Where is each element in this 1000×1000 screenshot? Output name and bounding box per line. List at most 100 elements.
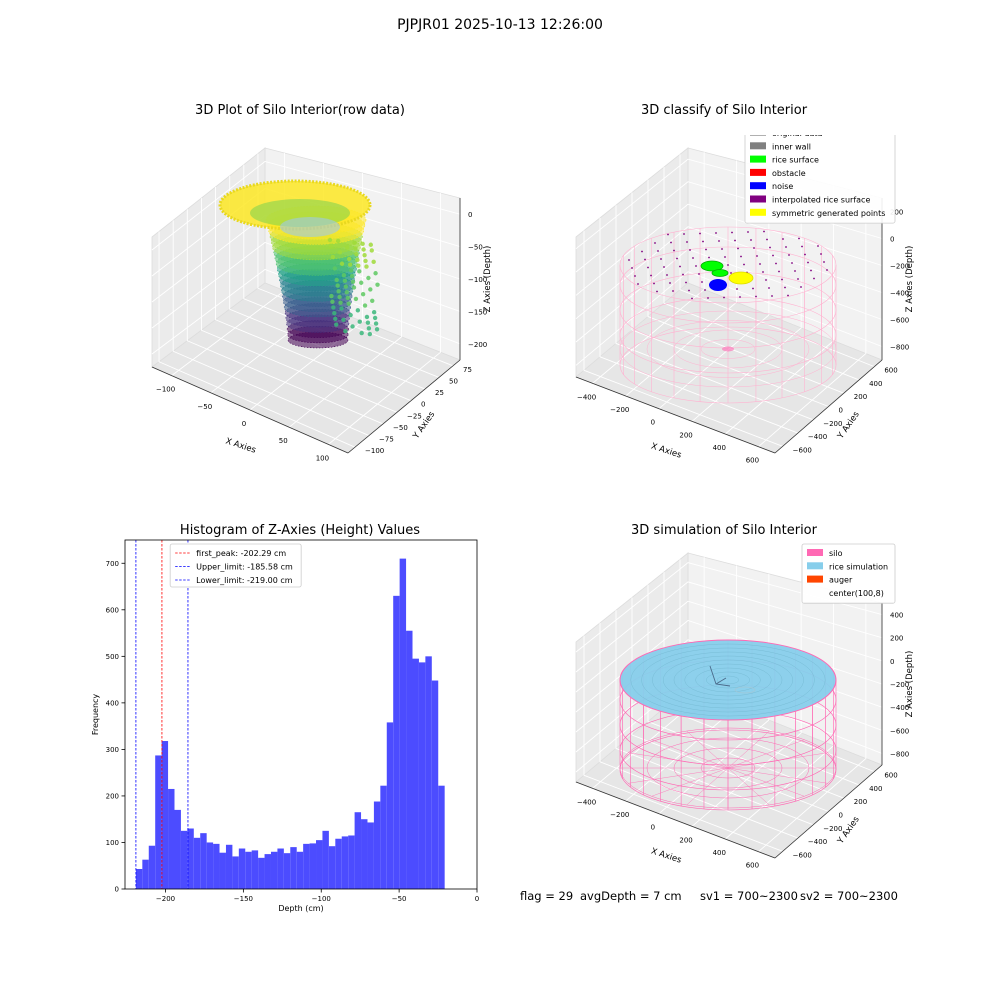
- histogram-bar: [438, 785, 445, 889]
- surface-point: [695, 265, 697, 267]
- histogram-bar: [148, 845, 156, 889]
- figure-title: PJPJR01 2025-10-13 12:26:00: [397, 17, 603, 33]
- histogram-bar: [155, 755, 162, 889]
- scatter-point: [333, 316, 338, 322]
- surface-point: [676, 257, 678, 260]
- grid-line: [583, 230, 783, 447]
- legend-classify-swatch: [750, 142, 766, 150]
- grid-line: [599, 622, 799, 839]
- chart-2-title: 3D classify of Silo Interior: [640, 103, 808, 118]
- scatter-point: [357, 319, 362, 324]
- surface-point: [724, 256, 726, 258]
- z-tick-label: −600: [890, 727, 909, 735]
- histogram-bar: [412, 658, 419, 889]
- scatter-point: [364, 264, 369, 269]
- scatter-point: [331, 305, 336, 310]
- surface-point: [672, 290, 674, 292]
- legend-classify-swatch: [750, 208, 766, 216]
- rice-surface-cluster: [700, 260, 724, 272]
- x-tick-label: 0: [242, 420, 246, 428]
- surface-point: [823, 261, 825, 263]
- point-cloud-inner: [280, 217, 340, 237]
- surface-point: [798, 237, 800, 240]
- grid-line: [592, 152, 705, 384]
- surface-point: [810, 269, 812, 272]
- auger-glyph: [734, 686, 756, 694]
- y-tick-label: 100: [106, 839, 119, 847]
- surface-point: [637, 283, 639, 285]
- histogram-bar: [316, 840, 323, 889]
- rice-surface-mesh: [684, 663, 772, 697]
- legend-classify-swatch: [750, 135, 766, 136]
- legend-simulation-label: center(100,8): [829, 589, 884, 598]
- scatter-point: [372, 315, 378, 321]
- z-tick-label: −100: [468, 276, 487, 284]
- legend-classify-label: rice surface: [772, 156, 819, 165]
- scatter-point: [335, 238, 341, 244]
- scatter-point: [361, 247, 366, 252]
- surface-point: [736, 288, 738, 290]
- histogram-bar: [258, 857, 265, 889]
- surface-point: [683, 233, 685, 235]
- grid-line: [328, 193, 441, 445]
- sv1-text: sv1 = 700~2300: [700, 889, 798, 903]
- surface-point: [763, 230, 765, 233]
- legend-classify-label: symmetric generated points: [772, 209, 885, 218]
- histogram-legend-label: Lower_limit: -219.00 cm: [196, 576, 293, 585]
- scatter-point: [342, 278, 348, 284]
- histogram-bar: [187, 828, 194, 889]
- scatter-point: [339, 306, 344, 311]
- scatter-point: [366, 326, 372, 331]
- scatter-point: [338, 300, 343, 305]
- x-axis-line: [575, 376, 776, 454]
- auger-glyph: [709, 665, 731, 687]
- z-tick-label: 0: [468, 211, 472, 219]
- x-tick-label: −100: [312, 895, 331, 903]
- histogram-bar: [399, 558, 407, 889]
- x-tick-label: 400: [713, 444, 726, 452]
- x-tick-label: 600: [746, 862, 759, 870]
- silo-floor-spoke: [727, 730, 770, 769]
- legend-simulation-swatch: [807, 549, 823, 556]
- surface-point: [750, 239, 752, 241]
- surface-point: [801, 245, 803, 248]
- surface-point: [781, 278, 783, 281]
- z-tick-label: −600: [890, 317, 909, 325]
- scatter-point: [362, 303, 368, 308]
- rice-surface-mesh: [641, 647, 815, 713]
- histogram-bar: [296, 851, 304, 889]
- surface-point: [698, 273, 700, 275]
- x-tick-label: −200: [610, 811, 629, 819]
- x-tick-label: −50: [197, 403, 212, 411]
- y-tick-label: 500: [106, 653, 119, 661]
- grid-line: [658, 573, 770, 815]
- surface-point: [686, 241, 688, 243]
- grid-line: [575, 600, 883, 693]
- y-tick-label: 50: [449, 377, 458, 385]
- surface-point: [766, 238, 768, 241]
- surface-point: [727, 264, 729, 266]
- z-tick-label: −50: [468, 244, 483, 252]
- x-tick-label: 0: [475, 895, 479, 903]
- grid-line: [631, 597, 829, 812]
- y-tick-label: 400: [869, 380, 882, 388]
- y-axis-line: [347, 359, 461, 454]
- legend-simulation-swatch: [807, 575, 823, 583]
- silo-center: [722, 346, 734, 352]
- scatter-point: [343, 329, 348, 334]
- scatter-point: [351, 285, 357, 290]
- scatter-point: [334, 277, 339, 283]
- grid-line: [575, 248, 883, 343]
- scatter-point: [328, 243, 334, 248]
- scatter-point: [347, 262, 353, 267]
- surface-point: [731, 231, 733, 234]
- y-tick-label: 200: [854, 393, 867, 401]
- scatter-point: [330, 299, 335, 304]
- histogram-bar: [309, 843, 317, 889]
- surface-point: [705, 248, 707, 251]
- y-axis-line: [774, 764, 883, 859]
- surface-point: [650, 274, 652, 277]
- scatter-point: [369, 248, 374, 253]
- surface-point: [718, 240, 720, 242]
- y-tick-label: 600: [884, 772, 897, 780]
